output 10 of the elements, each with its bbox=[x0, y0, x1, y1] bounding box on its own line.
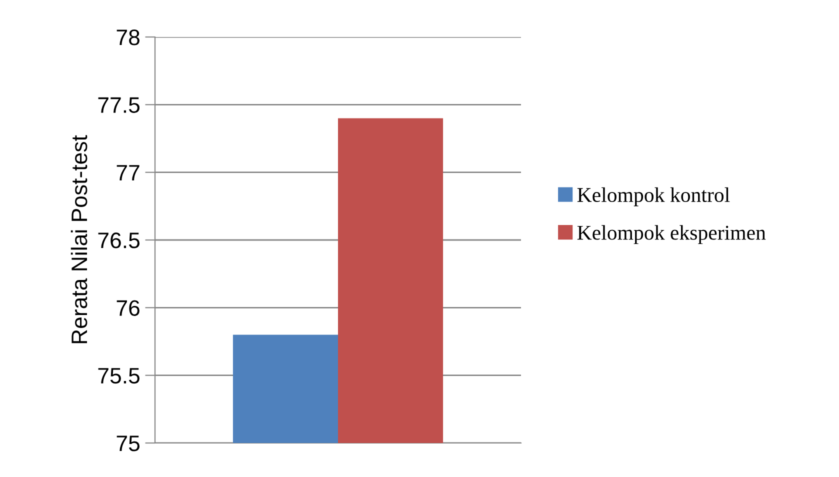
y-tick-label: 78 bbox=[116, 30, 140, 46]
y-tick-label: 77 bbox=[116, 165, 140, 180]
y-tick-label: 76 bbox=[116, 300, 140, 316]
legend-label: Kelompok kontrol bbox=[577, 187, 730, 206]
y-tick-label: 75.5 bbox=[98, 368, 140, 384]
y-axis-title: Rerata Nilai Post-test bbox=[70, 135, 88, 344]
y-tick-label: 75 bbox=[116, 436, 140, 452]
y-tick-label: 77.5 bbox=[98, 97, 140, 113]
legend-label: Kelompok eksperimen bbox=[577, 225, 766, 244]
y-tick-label: 76.5 bbox=[98, 232, 140, 248]
